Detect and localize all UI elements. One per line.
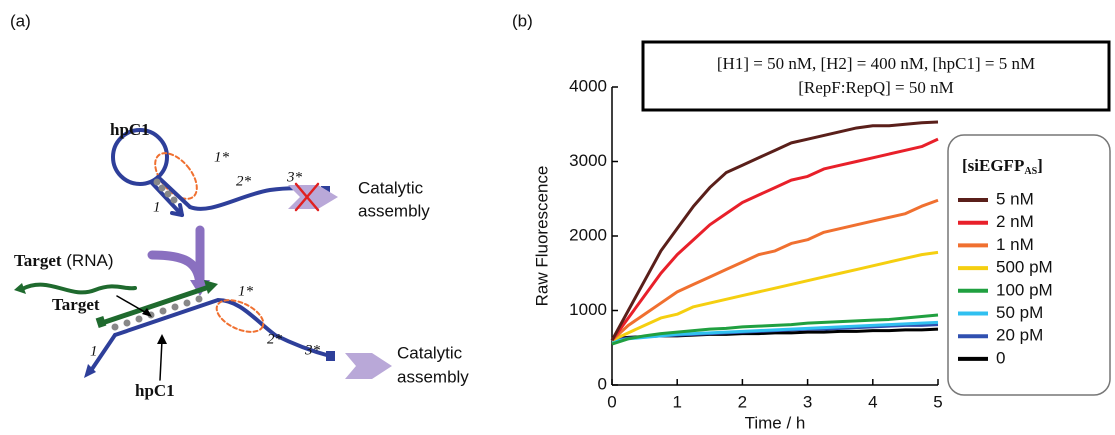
- output: assembly: [397, 367, 469, 386]
- x-tick-label: 2: [738, 392, 747, 411]
- y-tick-label: 2000: [569, 225, 607, 244]
- data-line: [610, 120, 939, 342]
- domain-label: 1: [153, 199, 161, 215]
- domain-label: 2*: [267, 331, 283, 347]
- legend-label: 2 nM: [996, 212, 1034, 231]
- data-line: [610, 198, 939, 342]
- blocked-output: assembly: [358, 201, 430, 220]
- legend-label: 5 nM: [996, 189, 1034, 208]
- y-axis-label: Raw Fluorescence: [532, 166, 551, 307]
- legend-label: 50 pM: [996, 303, 1043, 322]
- complex-hairpin: hpC1: [135, 381, 175, 400]
- y-tick-label: 4000: [569, 76, 607, 95]
- panel-label: (a): [10, 11, 31, 30]
- hairpin-name: hpC1: [110, 120, 150, 139]
- target-label: Target (RNA): [14, 251, 113, 271]
- legend-title-close: ]: [1037, 156, 1043, 175]
- legend-label: 100 pM: [996, 280, 1053, 299]
- output: Catalytic: [397, 343, 463, 362]
- panel-label: (b): [512, 11, 533, 30]
- legend-title-main: [siEGFP: [962, 156, 1024, 175]
- data-line: [611, 250, 939, 342]
- data-line: [611, 313, 939, 346]
- domain-label: 1*: [214, 149, 230, 165]
- x-axis-label: Time / h: [745, 413, 806, 432]
- legend-label: 1 nM: [996, 235, 1034, 254]
- legend-label: 0: [996, 348, 1005, 367]
- conditions-box: [641, 40, 1111, 112]
- x-tick-label: 4: [868, 392, 877, 411]
- target-name: Target: [14, 251, 62, 270]
- domain-label: 1: [90, 343, 98, 359]
- target-type: (RNA): [66, 251, 113, 270]
- annotation: [RepF:RepQ] = 50 nM: [798, 78, 954, 97]
- blocked-output: Catalytic: [358, 178, 424, 197]
- data-line: [610, 137, 939, 342]
- y-tick-label: 3000: [569, 151, 607, 170]
- legend-title: [siEGFPAS]: [962, 156, 1043, 177]
- x-tick-label: 0: [607, 392, 616, 411]
- x-tick-label: 1: [672, 392, 681, 411]
- legend-label: 20 pM: [996, 326, 1043, 345]
- annotation: [H1] = 50 nM, [H2] = 400 nM, [hpC1] = 5 …: [717, 54, 1035, 73]
- data-line: [611, 320, 939, 344]
- legend-label: 500 pM: [996, 258, 1053, 277]
- legend-box: [947, 134, 1111, 396]
- x-tick-label: 5: [933, 392, 942, 411]
- hairpin-diagram: [14, 128, 392, 381]
- legend-title-sub: AS: [1024, 166, 1037, 177]
- domain-label: 3*: [286, 169, 303, 185]
- domain-label: 1*: [238, 283, 254, 299]
- domain-label: 2*: [236, 173, 252, 189]
- x-tick-label: 3: [803, 392, 812, 411]
- y-tick-label: 0: [598, 374, 607, 393]
- y-tick-label: 1000: [569, 300, 607, 319]
- complex-target: Target: [52, 295, 100, 314]
- domain-label: 3*: [304, 342, 321, 358]
